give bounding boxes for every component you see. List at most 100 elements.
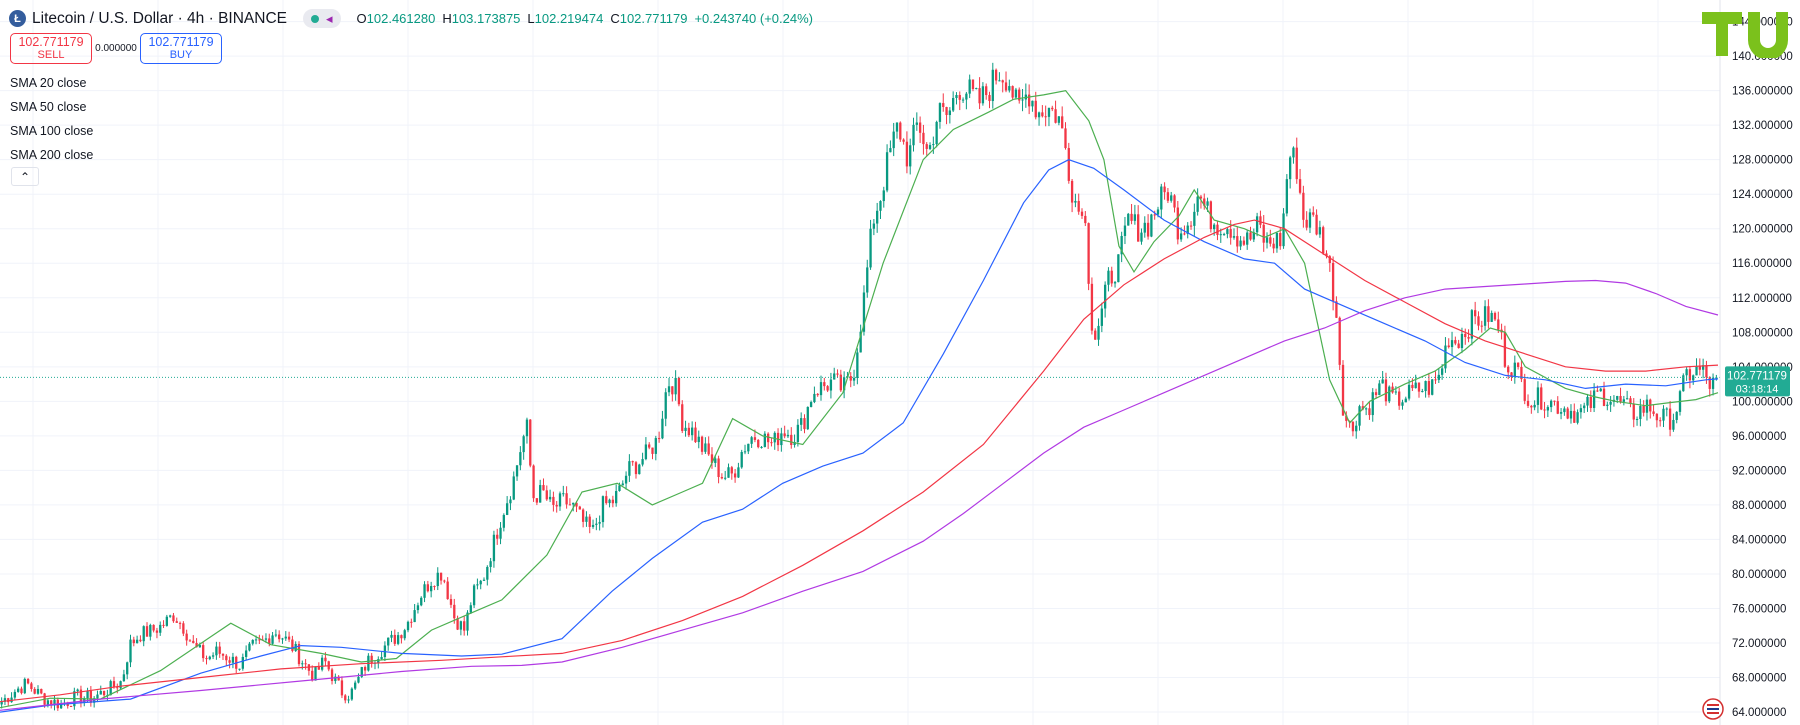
candle-body <box>1004 82 1008 91</box>
candle-body <box>717 458 720 478</box>
candle-body <box>671 386 674 395</box>
candle-body <box>1074 200 1077 203</box>
candle-body <box>1275 233 1279 249</box>
candle-body <box>1503 332 1507 367</box>
candle-body <box>420 597 423 606</box>
candle-body <box>644 444 648 460</box>
candle-body <box>159 624 162 633</box>
candle-body <box>651 447 654 454</box>
candle-body <box>975 88 978 90</box>
y-tick-label: 92.000000 <box>1732 465 1786 477</box>
candle-body <box>1427 381 1431 395</box>
sma20-line <box>0 89 1719 709</box>
candle-body <box>1331 263 1335 302</box>
indicator-sma20[interactable]: SMA 20 close <box>10 76 87 90</box>
indicator-sma100[interactable]: SMA 100 close <box>10 124 94 138</box>
candle-body <box>786 434 790 437</box>
candle-body <box>23 678 26 694</box>
candle-body <box>1236 236 1239 247</box>
candle-body <box>244 650 248 657</box>
candle-body <box>747 443 750 452</box>
candle-body <box>1143 222 1146 233</box>
candle-body <box>211 655 215 657</box>
candle-body <box>829 379 833 391</box>
buy-button[interactable]: 102.771179 BUY <box>140 33 222 64</box>
candle-body <box>185 633 188 641</box>
indicator-sma200[interactable]: SMA 200 close <box>10 148 94 162</box>
symbol-title[interactable]: Litecoin / U.S. Dollar · 4h · BINANCE <box>32 9 287 27</box>
candle-body <box>730 467 733 474</box>
y-tick-label: 80.000000 <box>1732 569 1786 581</box>
candle-body <box>1431 379 1434 395</box>
candle-body <box>895 122 899 132</box>
candle-body <box>1668 408 1672 430</box>
indicator-sma50[interactable]: SMA 50 close <box>10 100 87 114</box>
candle-body <box>1061 116 1064 129</box>
candle-body <box>876 210 879 224</box>
candle-body <box>529 419 532 466</box>
candle-body <box>522 436 525 453</box>
candle-body <box>334 676 337 682</box>
candle-body <box>1080 211 1084 216</box>
candle-body <box>1622 399 1625 402</box>
candle-body <box>1163 186 1166 193</box>
candle-body <box>393 634 396 644</box>
candle-body <box>809 402 813 407</box>
candle-body <box>1417 382 1421 392</box>
y-tick-label: 88.000000 <box>1732 500 1786 512</box>
candle-body <box>1579 408 1583 413</box>
candle-body <box>515 465 519 477</box>
candle-body <box>783 433 786 437</box>
candle-body <box>1249 232 1252 240</box>
candle-body <box>1440 368 1444 375</box>
candle-body <box>172 615 175 622</box>
candle-body <box>968 79 971 94</box>
candle-body <box>192 640 195 644</box>
candle-body <box>1510 372 1513 378</box>
candle-body <box>657 438 661 440</box>
candle-body <box>1705 365 1708 378</box>
candle-body <box>1592 390 1596 408</box>
candle-body <box>357 676 360 683</box>
candle-body <box>535 498 539 503</box>
candle-body <box>1692 375 1695 381</box>
candle-body <box>248 643 251 651</box>
candle-body <box>1153 214 1156 216</box>
close-value: 102.771179 <box>619 11 688 26</box>
candle-body <box>1206 201 1209 206</box>
candle-body <box>648 444 651 448</box>
candle-body <box>264 638 268 640</box>
candle-body <box>291 639 294 651</box>
candle-body <box>344 695 347 701</box>
market-status-pill[interactable]: ◂ <box>302 9 341 28</box>
collapse-legend-button[interactable]: ⌃ <box>11 167 39 186</box>
candle-body <box>251 640 254 644</box>
candle-body <box>149 624 152 637</box>
candle-body <box>1616 396 1619 400</box>
candle-body <box>202 645 205 659</box>
candle-body <box>925 144 928 149</box>
candle-body <box>17 688 20 692</box>
current-price-label: 102.771179 <box>1727 370 1787 382</box>
sma50-line <box>0 159 1719 713</box>
sell-button[interactable]: 102.771179 SELL <box>10 33 92 64</box>
candle-body <box>724 477 727 479</box>
candle-body <box>1361 406 1364 410</box>
symbol-legend: Ł Litecoin / U.S. Dollar · 4h · BINANCE … <box>9 9 813 28</box>
candle-body <box>99 691 102 695</box>
price-axis <box>1720 0 1800 725</box>
candle-body <box>1596 390 1599 392</box>
share-icon[interactable]: ◂ <box>325 11 333 26</box>
candle-body <box>928 145 932 149</box>
candle-body <box>314 666 317 681</box>
y-tick-label: 76.000000 <box>1732 603 1786 615</box>
candle-body <box>628 461 631 476</box>
candle-body <box>1090 283 1094 331</box>
currency-flag-icon <box>1702 698 1724 720</box>
y-tick-label: 72.000000 <box>1732 638 1786 650</box>
candle-body <box>1107 270 1110 285</box>
close-label: C <box>610 11 620 26</box>
candle-body <box>1186 225 1189 234</box>
candle-body <box>519 452 522 466</box>
